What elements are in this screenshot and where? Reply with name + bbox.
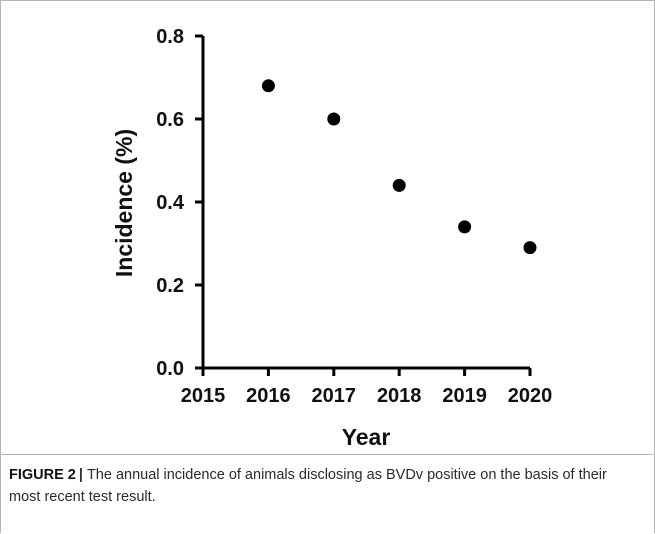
y-axis-title: Incidence (%): [111, 129, 137, 277]
y-tick-label: 0.2: [156, 275, 184, 297]
x-tick-label: 2017: [312, 385, 357, 407]
x-tick-label: 2019: [442, 385, 487, 407]
data-point: [392, 178, 406, 192]
figure-caption: FIGURE 2 | The annual incidence of animals…: [9, 464, 639, 508]
y-tick-label: 0.4: [156, 192, 185, 214]
x-ticks: 2015 2016 2017 2018 2019 2020: [181, 368, 553, 407]
y-tick-label: 0.6: [156, 109, 184, 131]
data-point: [458, 220, 472, 234]
data-point: [523, 241, 537, 255]
caption-text: The annual incidence of animals disclosi…: [9, 467, 607, 505]
x-tick-label: 2016: [246, 385, 291, 407]
x-tick-label: 2020: [508, 385, 553, 407]
caption-divider: [0, 454, 653, 455]
y-tick-label: 0.8: [156, 26, 184, 48]
scatter-chart: 0.0 0.2 0.4 0.6 0.8 2015 2016 2017 2018 2019 2020…: [111, 26, 553, 450]
caption-label: FIGURE 2: [9, 467, 76, 483]
data-point: [327, 112, 341, 126]
y-tick-label: 0.0: [156, 358, 184, 380]
data-points: [261, 79, 537, 255]
data-point: [261, 79, 275, 93]
x-axis-title: Year: [342, 424, 391, 450]
x-tick-label: 2015: [181, 385, 226, 407]
caption-separator: |: [78, 467, 83, 483]
y-ticks: 0.0 0.2 0.4 0.6 0.8: [156, 26, 203, 380]
x-tick-label: 2018: [377, 385, 422, 407]
